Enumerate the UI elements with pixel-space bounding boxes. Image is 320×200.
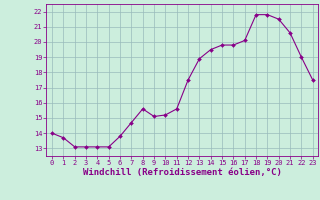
X-axis label: Windchill (Refroidissement éolien,°C): Windchill (Refroidissement éolien,°C)	[83, 168, 282, 177]
